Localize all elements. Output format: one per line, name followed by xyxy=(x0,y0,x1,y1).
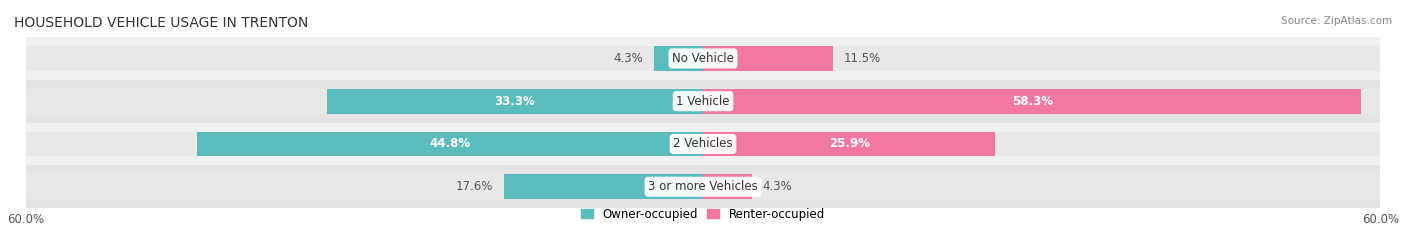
Text: 44.8%: 44.8% xyxy=(429,137,471,151)
Text: HOUSEHOLD VEHICLE USAGE IN TRENTON: HOUSEHOLD VEHICLE USAGE IN TRENTON xyxy=(14,16,308,30)
Legend: Owner-occupied, Renter-occupied: Owner-occupied, Renter-occupied xyxy=(576,203,830,225)
Bar xyxy=(25,80,1381,123)
Text: No Vehicle: No Vehicle xyxy=(672,52,734,65)
Bar xyxy=(703,46,832,71)
Bar xyxy=(654,46,703,71)
Bar xyxy=(703,46,1381,71)
Text: 17.6%: 17.6% xyxy=(456,180,494,193)
Bar xyxy=(703,89,1361,114)
Bar xyxy=(703,89,1381,114)
Bar xyxy=(703,174,1381,199)
Text: 2 Vehicles: 2 Vehicles xyxy=(673,137,733,151)
Text: 1 Vehicle: 1 Vehicle xyxy=(676,95,730,108)
Bar xyxy=(328,89,703,114)
Bar xyxy=(505,174,703,199)
Bar xyxy=(703,132,1381,156)
Text: 58.3%: 58.3% xyxy=(1012,95,1053,108)
Bar xyxy=(25,174,703,199)
Text: 4.3%: 4.3% xyxy=(763,180,793,193)
Text: 3 or more Vehicles: 3 or more Vehicles xyxy=(648,180,758,193)
Bar xyxy=(703,132,995,156)
Text: 33.3%: 33.3% xyxy=(495,95,536,108)
Bar xyxy=(25,46,703,71)
Bar xyxy=(25,132,703,156)
Bar xyxy=(25,89,703,114)
Bar xyxy=(703,174,752,199)
Bar xyxy=(25,37,1381,80)
Bar xyxy=(25,123,1381,165)
Text: Source: ZipAtlas.com: Source: ZipAtlas.com xyxy=(1281,16,1392,26)
Text: 11.5%: 11.5% xyxy=(844,52,882,65)
Bar xyxy=(25,165,1381,208)
Bar xyxy=(197,132,703,156)
Text: 4.3%: 4.3% xyxy=(613,52,643,65)
Text: 25.9%: 25.9% xyxy=(828,137,870,151)
